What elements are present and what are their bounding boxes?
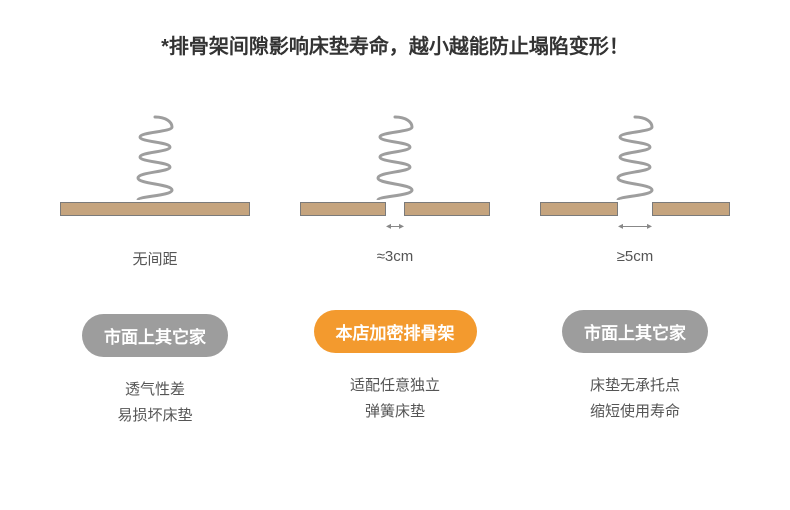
slat-row: [60, 202, 250, 216]
column-3cm-gap: ◂▸ ≈3cm 本店加密排骨架 适配任意独立 弹簧床垫: [290, 114, 500, 428]
slat: [404, 202, 490, 216]
diagram-5cm-gap: ◂▸: [540, 114, 730, 234]
slat: [300, 202, 386, 216]
infographic-container: *排骨架间隙影响床垫寿命，越小越能防止塌陷变形！ 无间距 市面上其它家 透气性差…: [0, 0, 790, 468]
description-text: 适配任意独立 弹簧床垫: [350, 373, 440, 424]
column-5cm-gap: ◂▸ ≥5cm 市面上其它家 床垫无承托点 缩短使用寿命: [530, 114, 740, 428]
diagram-3cm-gap: ◂▸: [300, 114, 490, 234]
gap-arrow-icon: ◂▸: [386, 221, 404, 232]
pill-badge: 市面上其它家: [562, 310, 708, 353]
gap-label: ≈3cm: [377, 248, 414, 265]
slat-row: [540, 202, 730, 216]
gap-arrow-icon: ◂▸: [618, 221, 652, 232]
pill-badge: 本店加密排骨架: [314, 310, 477, 353]
slat: [652, 202, 730, 216]
spring-icon: [372, 114, 418, 200]
slat: [540, 202, 618, 216]
column-no-gap: 无间距 市面上其它家 透气性差 易损坏床垫: [50, 114, 260, 428]
description-text: 床垫无承托点 缩短使用寿命: [590, 373, 680, 424]
spring-icon: [612, 114, 658, 200]
headline-text: *排骨架间隙影响床垫寿命，越小越能防止塌陷变形！: [50, 30, 740, 59]
description-text: 透气性差 易损坏床垫: [117, 377, 192, 428]
columns-row: 无间距 市面上其它家 透气性差 易损坏床垫 ◂▸ ≈3cm 本店加密排骨架 适配…: [50, 114, 740, 428]
slat-row: [300, 202, 490, 216]
gap-label: ≥5cm: [617, 248, 654, 265]
gap-label: 无间距: [132, 248, 177, 269]
slat: [60, 202, 250, 216]
spring-icon: [132, 114, 178, 200]
pill-badge: 市面上其它家: [82, 314, 228, 357]
diagram-no-gap: [60, 114, 250, 234]
